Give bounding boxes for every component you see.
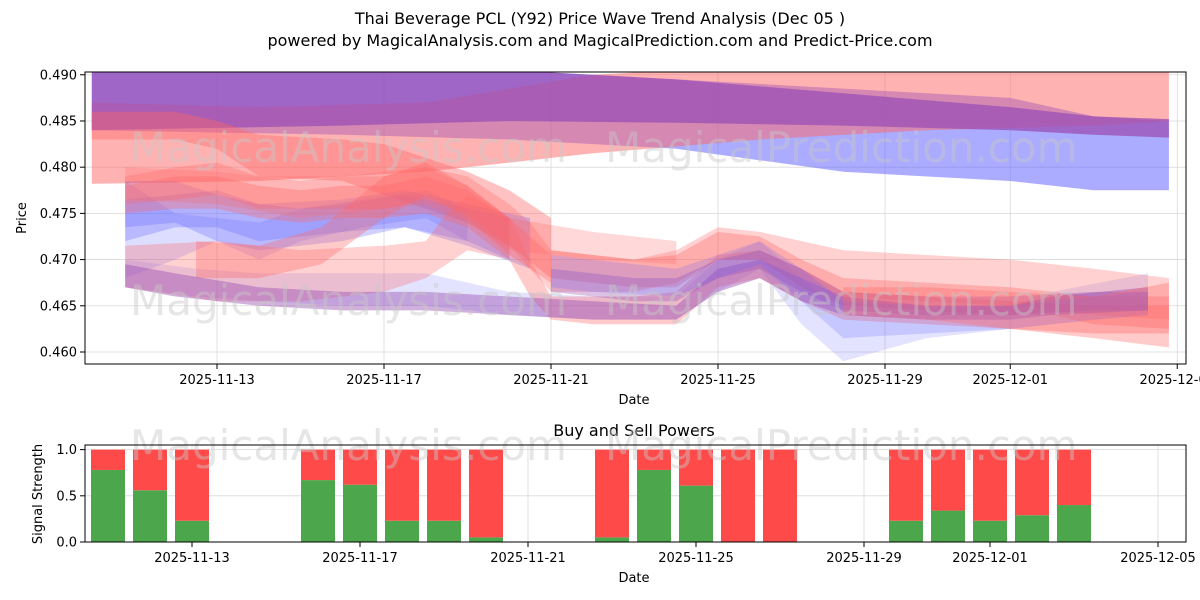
price-band: [125, 162, 1169, 320]
price-band: [551, 241, 1148, 339]
buy-bar: [343, 484, 377, 542]
watermark-text: MagicalAnalysis.com: [130, 123, 567, 172]
signal-x-tick-label: 2025-12-01: [952, 551, 1028, 566]
signal-x-tick-label: 2025-11-13: [154, 551, 230, 566]
buy-bar: [385, 520, 419, 542]
signal-x-axis: 2025-11-13 2025-11-17 2025-11-21 2025-11-25…: [154, 542, 1196, 566]
watermark-text: MagicalPrediction.com: [605, 276, 1078, 325]
price-x-tick-label: 2025-11-17: [346, 373, 422, 388]
watermark-text: MagicalAnalysis.com: [130, 276, 567, 325]
price-band: [125, 181, 468, 279]
signal-y-tick-label: 0.0: [56, 536, 77, 551]
price-band: [196, 162, 551, 283]
sell-bar: [931, 449, 965, 511]
sell-bar: [301, 449, 335, 481]
sell-bar: [889, 449, 923, 521]
signal-x-tick-label: 2025-11-25: [658, 551, 734, 566]
price-band: [125, 176, 1169, 334]
buy-bar: [301, 480, 335, 542]
signal-x-tick-label: 2025-12-05: [1120, 551, 1196, 566]
signal-chart-title: Buy and Sell Powers: [553, 421, 715, 440]
price-band: [91, 111, 552, 279]
buy-bar: [931, 510, 965, 542]
sell-bar: [973, 449, 1007, 521]
signal-y-label: Signal Strength: [31, 444, 46, 544]
signal-y-tick-label: 1.0: [56, 443, 77, 458]
price-bands: [91, 72, 1169, 362]
chart-subtitle: powered by MagicalAnalysis.com and Magic…: [267, 31, 933, 50]
price-band: [125, 194, 510, 302]
signal-x-tick-label: 2025-11-29: [826, 551, 902, 566]
price-y-tick-label: 0.485: [40, 114, 77, 129]
sell-bar: [385, 449, 419, 521]
price-x-tick-label: 2025-12-01: [972, 373, 1048, 388]
buy-bar: [469, 537, 503, 542]
buy-bar: [889, 520, 923, 542]
price-band: [125, 181, 531, 269]
buy-bar: [595, 537, 629, 542]
price-band: [91, 72, 1169, 138]
price-band: [843, 282, 1169, 348]
sell-bar: [469, 449, 503, 538]
price-band: [551, 250, 1148, 315]
price-y-label: Price: [15, 202, 30, 234]
buy-bar: [175, 520, 209, 542]
price-x-tick-label: 2025-11-25: [680, 373, 756, 388]
price-y-tick-label: 0.490: [40, 68, 77, 83]
sell-bar: [427, 449, 461, 521]
signal-axes-frame: [84, 444, 1187, 543]
sell-bar: [1057, 449, 1091, 506]
price-y-axis: 0.460 0.465 0.470 0.475 0.480 0.485 0.490: [40, 68, 85, 360]
chart-title: Thai Beverage PCL (Y92) Price Wave Trend…: [354, 9, 846, 28]
sell-bar: [637, 449, 671, 470]
buy-bar: [679, 485, 713, 542]
price-x-axis: 2025-11-13 2025-11-17 2025-11-21 2025-11-25…: [179, 364, 1200, 388]
price-y-tick-label: 0.465: [40, 299, 77, 314]
sell-bar: [595, 449, 629, 538]
watermark-top: MagicalAnalysis.com MagicalPrediction.co…: [130, 123, 1078, 325]
buy-bar: [91, 469, 125, 542]
buy-bar: [973, 520, 1007, 542]
watermark-text: MagicalPrediction.com: [605, 123, 1078, 172]
buy-bar: [637, 469, 671, 542]
price-x-tick-label: 2025-11-29: [847, 373, 923, 388]
sell-bar: [133, 449, 167, 491]
price-y-tick-label: 0.470: [40, 253, 77, 268]
price-x-tick-label: 2025-12-05: [1139, 373, 1200, 388]
price-y-tick-label: 0.475: [40, 207, 77, 222]
signal-x-tick-label: 2025-11-21: [490, 551, 566, 566]
signal-y-tick-label: 0.5: [56, 489, 77, 504]
price-band: [125, 241, 1148, 362]
price-x-tick-label: 2025-11-21: [513, 373, 589, 388]
price-y-tick-label: 0.480: [40, 161, 77, 176]
signal-x-tick-label: 2025-11-17: [322, 551, 398, 566]
price-band: [551, 231, 1169, 329]
sell-bar: [343, 449, 377, 485]
sell-bar: [91, 449, 125, 470]
buy-bar: [1015, 515, 1049, 542]
price-band: [125, 259, 1148, 320]
signal-bars: [91, 449, 1091, 542]
buy-bar: [133, 490, 167, 542]
sell-bar: [175, 449, 209, 521]
sell-bar: [679, 449, 713, 486]
price-axes-frame: [84, 71, 1187, 365]
sell-bar: [763, 449, 797, 542]
signal-x-label: Date: [618, 571, 649, 586]
price-y-tick-label: 0.460: [40, 345, 77, 360]
sell-bar: [1015, 449, 1049, 516]
price-x-label: Date: [618, 393, 649, 408]
signal-y-axis: 0.0 0.5 1.0: [56, 443, 85, 551]
price-band: [125, 167, 677, 265]
buy-bar: [427, 520, 461, 542]
buy-bar: [1057, 505, 1091, 542]
sell-bar: [721, 449, 755, 542]
price-x-tick-label: 2025-11-13: [179, 373, 255, 388]
price-band: [125, 190, 510, 260]
